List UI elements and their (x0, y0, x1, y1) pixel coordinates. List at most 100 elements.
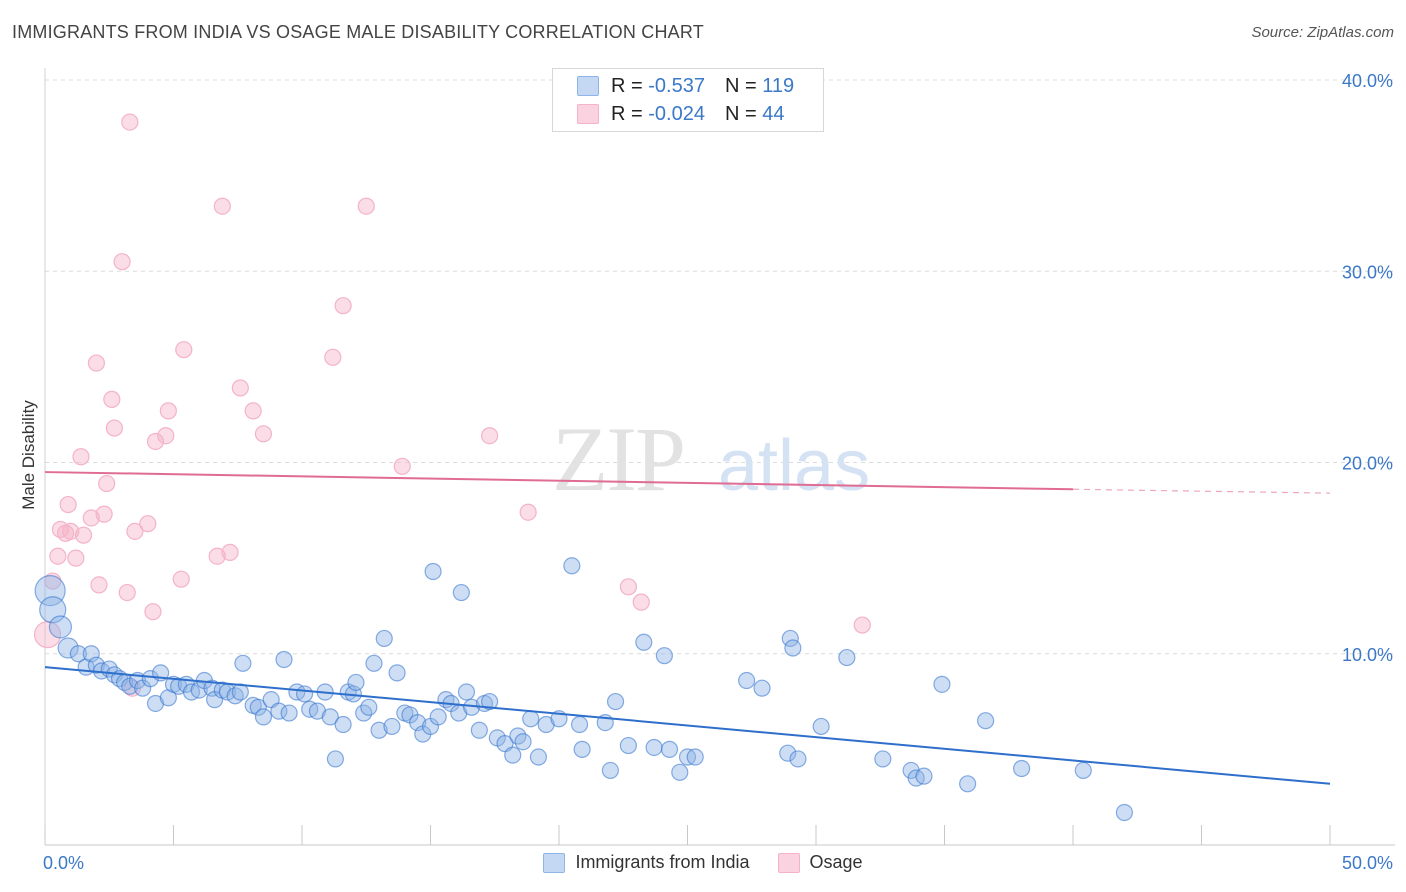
osage-trend-line (44, 471, 1074, 491)
india-point (383, 717, 401, 736)
osage-point (90, 576, 108, 594)
india-point (481, 692, 499, 711)
india-trend-line (44, 666, 1331, 785)
india-point (655, 647, 673, 665)
india-point (452, 583, 470, 602)
india-point (933, 675, 951, 693)
osage-point (853, 616, 871, 634)
osage-point (95, 505, 113, 523)
india-point (504, 746, 522, 764)
watermark-atlas: atlas (718, 426, 870, 506)
watermark: ZIP atlas (552, 408, 870, 510)
india-point (270, 702, 288, 720)
india-point (1115, 803, 1134, 822)
osage-r-value: -0.024 (648, 102, 705, 125)
india-point (645, 738, 663, 757)
india-point (375, 629, 393, 648)
india-point (234, 654, 252, 672)
osage-legend-label: Osage (809, 852, 863, 872)
source-label: Source: ZipAtlas.com (1251, 24, 1394, 41)
india-point (424, 562, 442, 581)
india-point (231, 683, 249, 701)
trend-lines (44, 471, 1331, 785)
osage-point (146, 432, 165, 451)
osage-point (87, 354, 106, 372)
india-point (784, 639, 802, 657)
india-point (977, 712, 995, 730)
axes (44, 68, 1395, 846)
india-n-value: 119 (762, 74, 795, 97)
india-point (781, 629, 799, 648)
osage-point (231, 379, 249, 397)
y-tick-label: 10.0% (1342, 645, 1393, 665)
india-point (141, 670, 159, 688)
osage-point (118, 583, 136, 602)
osage-point (254, 425, 273, 443)
india-point (671, 763, 689, 781)
y-tick-label: 40.0% (1342, 71, 1393, 91)
india-point (838, 648, 856, 667)
x-tick-label: 0.0% (43, 853, 84, 873)
india-points (34, 557, 1134, 822)
india-swatch (577, 76, 599, 96)
india-point (601, 761, 620, 780)
osage-point (172, 570, 190, 588)
india-point (570, 715, 589, 734)
india-point (874, 750, 892, 768)
series-legend: Immigrants from India Osage (0, 852, 1406, 873)
india-point (738, 671, 756, 690)
osage-point (519, 503, 537, 521)
india-point (563, 557, 581, 575)
osage-point (159, 402, 177, 420)
legend-item-osage: Osage (777, 852, 863, 873)
india-point (635, 633, 653, 651)
osage-point (121, 113, 139, 131)
osage-point (126, 522, 144, 540)
india-point (915, 767, 933, 785)
osage-point (62, 522, 80, 540)
india-point (514, 733, 532, 751)
chart-title: IMMIGRANTS FROM INDIA VS OSAGE MALE DISA… (12, 22, 704, 42)
india-point (606, 692, 625, 711)
x-tick-labels: 0.0% 50.0% (43, 853, 1393, 873)
osage-trend-extension (1072, 488, 1331, 494)
india-point (249, 698, 267, 716)
osage-point (632, 593, 650, 611)
osage-point (105, 419, 123, 437)
osage-point (74, 526, 93, 544)
osage-point (113, 253, 131, 271)
india-point (254, 708, 273, 726)
india-point (69, 645, 88, 663)
osage-swatch (577, 104, 599, 124)
osage-point (175, 341, 193, 359)
india-point (619, 736, 637, 755)
india-point (660, 740, 679, 758)
x-tick-label: 50.0% (1342, 853, 1393, 873)
osage-point (103, 390, 121, 408)
osage-point (49, 547, 67, 565)
osage-n-value: 44 (762, 102, 785, 125)
y-tick-label: 20.0% (1342, 454, 1393, 474)
india-point (1012, 759, 1031, 778)
india-r-label: R = (611, 74, 643, 97)
india-point (779, 744, 797, 762)
india-point (457, 683, 476, 701)
osage-point (208, 547, 226, 565)
osage-point (393, 457, 411, 475)
osage-point (244, 402, 262, 420)
legend-row-india: R = -0.537 N = 119 (577, 73, 794, 99)
india-point (470, 721, 488, 739)
osage-point (144, 603, 162, 621)
india-r-value: -0.537 (648, 74, 705, 97)
grid-lines (45, 79, 1395, 655)
india-point (388, 664, 406, 682)
osage-point (334, 297, 352, 315)
india-point (48, 615, 73, 639)
india-point (347, 673, 365, 692)
osage-point (98, 474, 116, 493)
india-point (429, 708, 447, 726)
osage-point (213, 197, 231, 215)
india-point (295, 685, 314, 703)
y-axis-title: Male Disability (19, 400, 38, 510)
